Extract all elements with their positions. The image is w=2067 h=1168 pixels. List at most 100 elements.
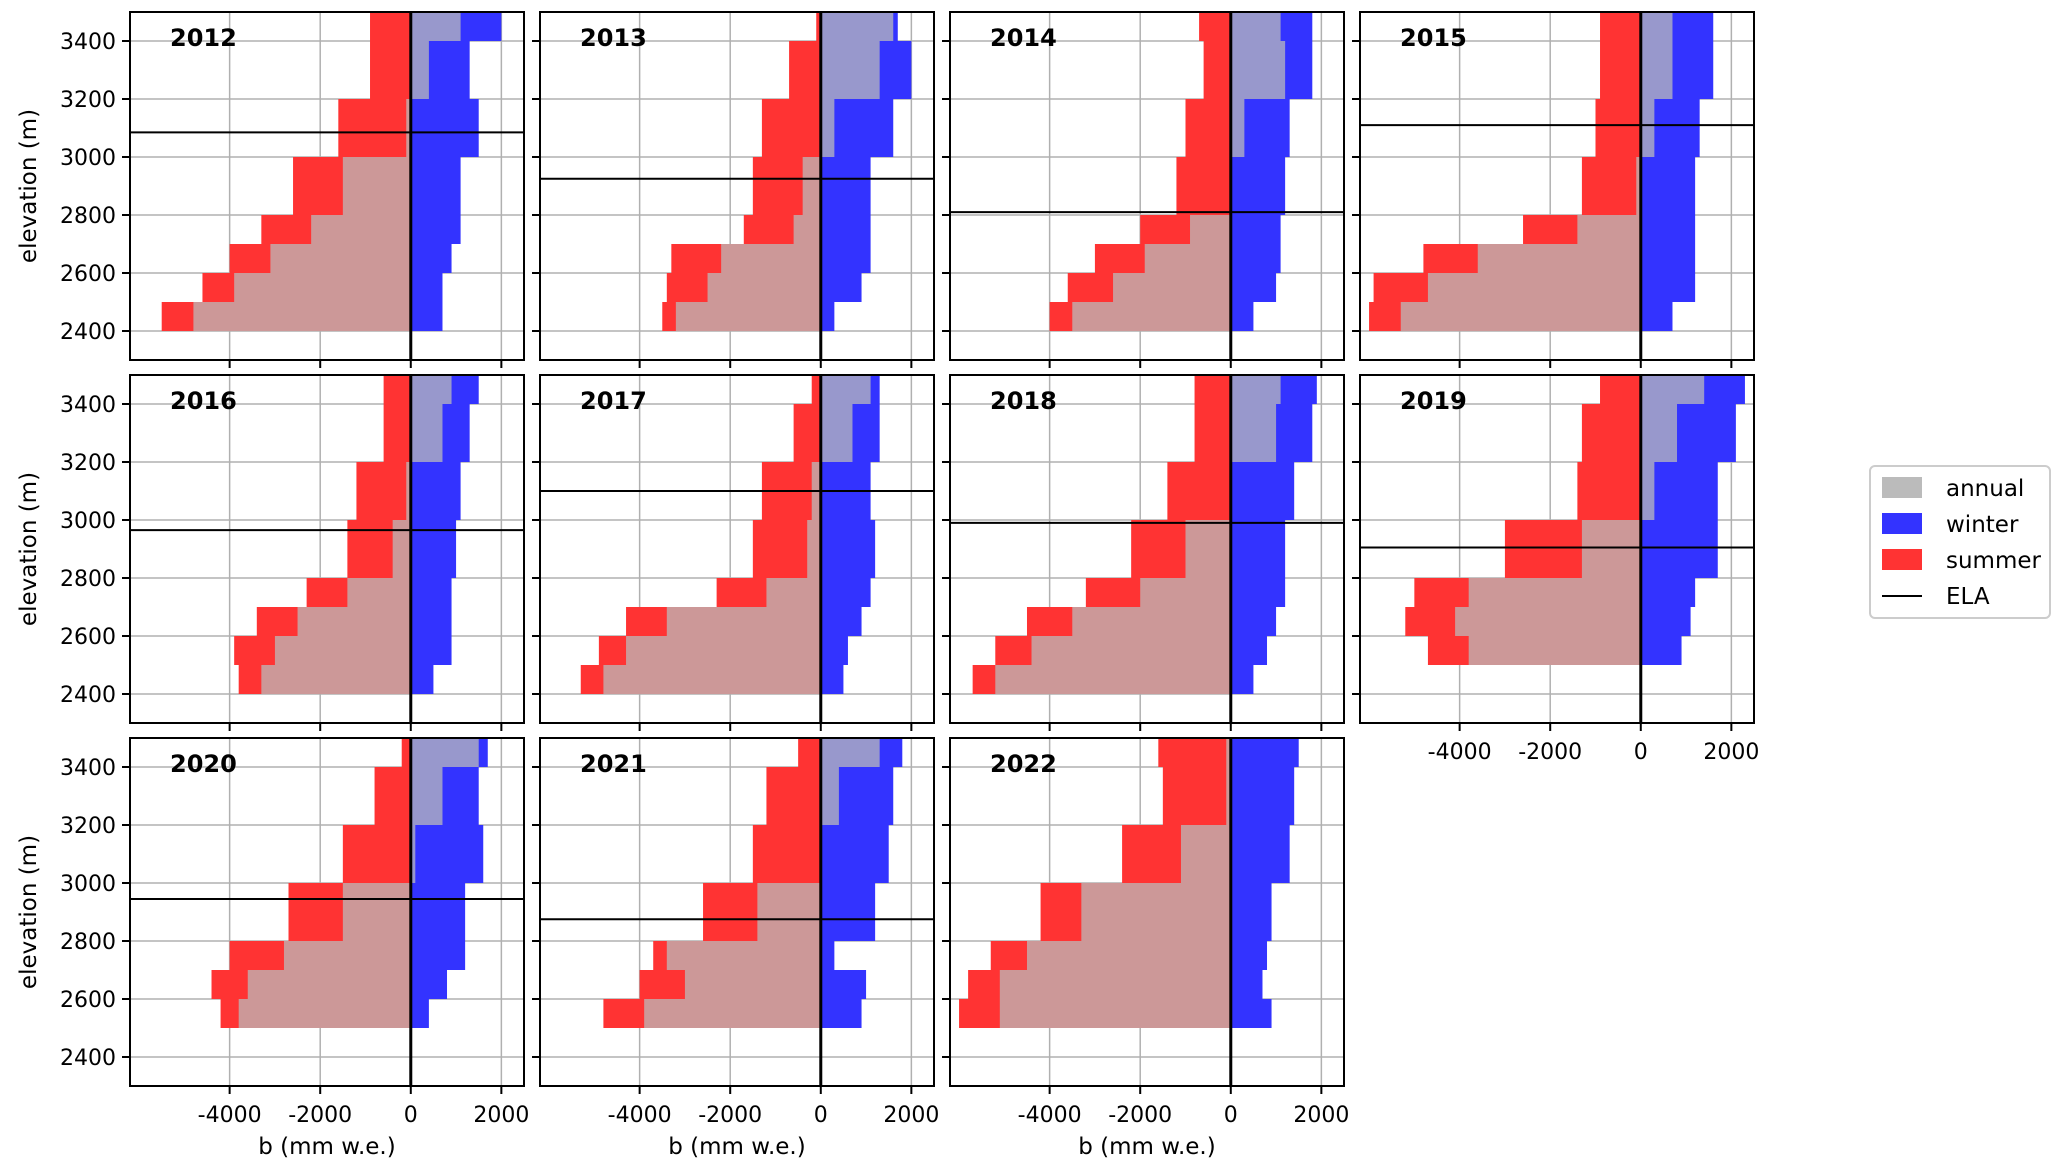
bar-annual: [410, 375, 452, 404]
bar-summer: [1185, 99, 1231, 157]
bar-annual: [999, 999, 1231, 1028]
bar-winter: [1230, 157, 1286, 215]
x-tick-label: 0: [404, 1103, 418, 1128]
x-tick-label: -4000: [1018, 1103, 1082, 1128]
bar-annual: [347, 578, 411, 607]
bar-annual: [297, 607, 411, 636]
bar-annual: [311, 215, 411, 244]
panel-year-label: 2020: [170, 750, 237, 778]
bar-winter: [1230, 302, 1254, 331]
bar-summer: [789, 41, 821, 99]
bar-summer: [1595, 99, 1641, 157]
bar-winter: [1230, 215, 1281, 244]
legend-label-ela: ELA: [1946, 584, 1990, 610]
x-tick-label: 0: [1634, 740, 1648, 765]
bar-winter: [1230, 244, 1281, 273]
y-axis-label: elevation (m): [16, 472, 42, 626]
panel-year-label: 2015: [1400, 24, 1467, 52]
x-tick-label: 0: [814, 1103, 828, 1128]
bar-winter: [1640, 636, 1682, 665]
panel-year-label: 2022: [990, 750, 1057, 778]
bar-winter: [410, 215, 461, 244]
bar-annual: [820, 738, 880, 767]
bar-annual: [820, 375, 871, 404]
bar-annual: [1468, 578, 1641, 607]
bar-winter: [410, 157, 461, 215]
bar-annual: [1577, 215, 1641, 244]
panel-frame: [129, 11, 525, 361]
bar-winter: [1640, 157, 1696, 215]
bar-winter: [820, 520, 876, 578]
panel-year-label: 2012: [170, 24, 237, 52]
bar-annual: [666, 941, 821, 970]
y-tick-label: 3400: [60, 30, 116, 55]
panel-2021: 2021 -4000 -2000 0 2000 b (mm w.e.): [532, 737, 939, 1160]
bar-winter: [1230, 999, 1272, 1028]
bar-winter: [1230, 970, 1263, 999]
panel-year-label: 2021: [580, 750, 647, 778]
bar-annual: [721, 244, 821, 273]
bar-winter: [1640, 215, 1696, 244]
bar-annual: [707, 273, 821, 302]
y-tick-label: 2800: [60, 567, 116, 592]
bar-annual: [820, 41, 880, 99]
bar-winter: [410, 462, 461, 520]
bar-summer: [752, 825, 821, 883]
bar-annual: [1640, 404, 1678, 462]
panel-frame: [129, 737, 525, 1087]
bar-annual: [234, 273, 411, 302]
x-tick-label: -2000: [1108, 1103, 1172, 1128]
bar-annual: [410, 12, 461, 41]
legend-label-winter: winter: [1946, 512, 2019, 538]
bar-annual: [766, 578, 821, 607]
y-tick-label: 3400: [60, 756, 116, 781]
bar-annual: [410, 41, 429, 99]
bar-summer: [1194, 404, 1231, 462]
bar-summer: [383, 404, 411, 462]
legend-swatch-summer: [1882, 549, 1922, 570]
panel-year-label: 2018: [990, 387, 1057, 415]
legend-frame: [1869, 465, 2051, 619]
bar-summer: [1167, 462, 1231, 520]
y-tick-label: 2400: [60, 1046, 116, 1071]
bar-summer: [383, 375, 411, 404]
bar-winter: [1640, 520, 1718, 578]
y-tick-label: 3000: [60, 872, 116, 897]
bar-annual: [1400, 302, 1641, 331]
bar-annual: [270, 244, 411, 273]
panel-frame: [539, 737, 935, 1087]
y-tick-label: 2800: [60, 930, 116, 955]
y-tick-label: 2400: [60, 683, 116, 708]
panels: 2012 2400 2600 2800 3000 3200 3400 elevation (m…: [16, 11, 1759, 1160]
x-tick-label: 2000: [1703, 740, 1759, 765]
legend-swatch-annual: [1882, 477, 1922, 498]
bar-annual: [1140, 578, 1231, 607]
y-tick-label: 2800: [60, 204, 116, 229]
x-tick-label: -4000: [198, 1103, 262, 1128]
panel-2018: 2018: [942, 374, 1345, 731]
y-axis-label: elevation (m): [16, 835, 42, 989]
bar-annual: [261, 665, 411, 694]
bar-summer: [793, 404, 821, 462]
y-axis-label: elevation (m): [16, 109, 42, 263]
panel-year-label: 2013: [580, 24, 647, 52]
bar-summer: [1158, 738, 1231, 767]
bar-annual: [675, 302, 821, 331]
bar-winter: [820, 665, 844, 694]
bar-annual: [410, 404, 443, 462]
bar-summer: [1600, 41, 1641, 99]
bar-summer: [374, 767, 411, 825]
bar-annual: [802, 157, 821, 215]
y-tick-label: 2600: [60, 625, 116, 650]
bar-summer: [798, 738, 821, 767]
x-tick-label: 2000: [1293, 1103, 1349, 1128]
bar-annual: [820, 767, 839, 825]
bar-summer: [1600, 375, 1641, 404]
bar-summer: [1203, 41, 1231, 99]
bar-winter: [410, 99, 479, 157]
panel-frame: [129, 374, 525, 724]
bar-annual: [342, 883, 411, 941]
panel-2016: 2016 2400 2600 2800 3000 3200 3400 elevation (m…: [16, 374, 525, 731]
bar-summer: [370, 41, 411, 99]
x-tick-label: 0: [1224, 1103, 1238, 1128]
